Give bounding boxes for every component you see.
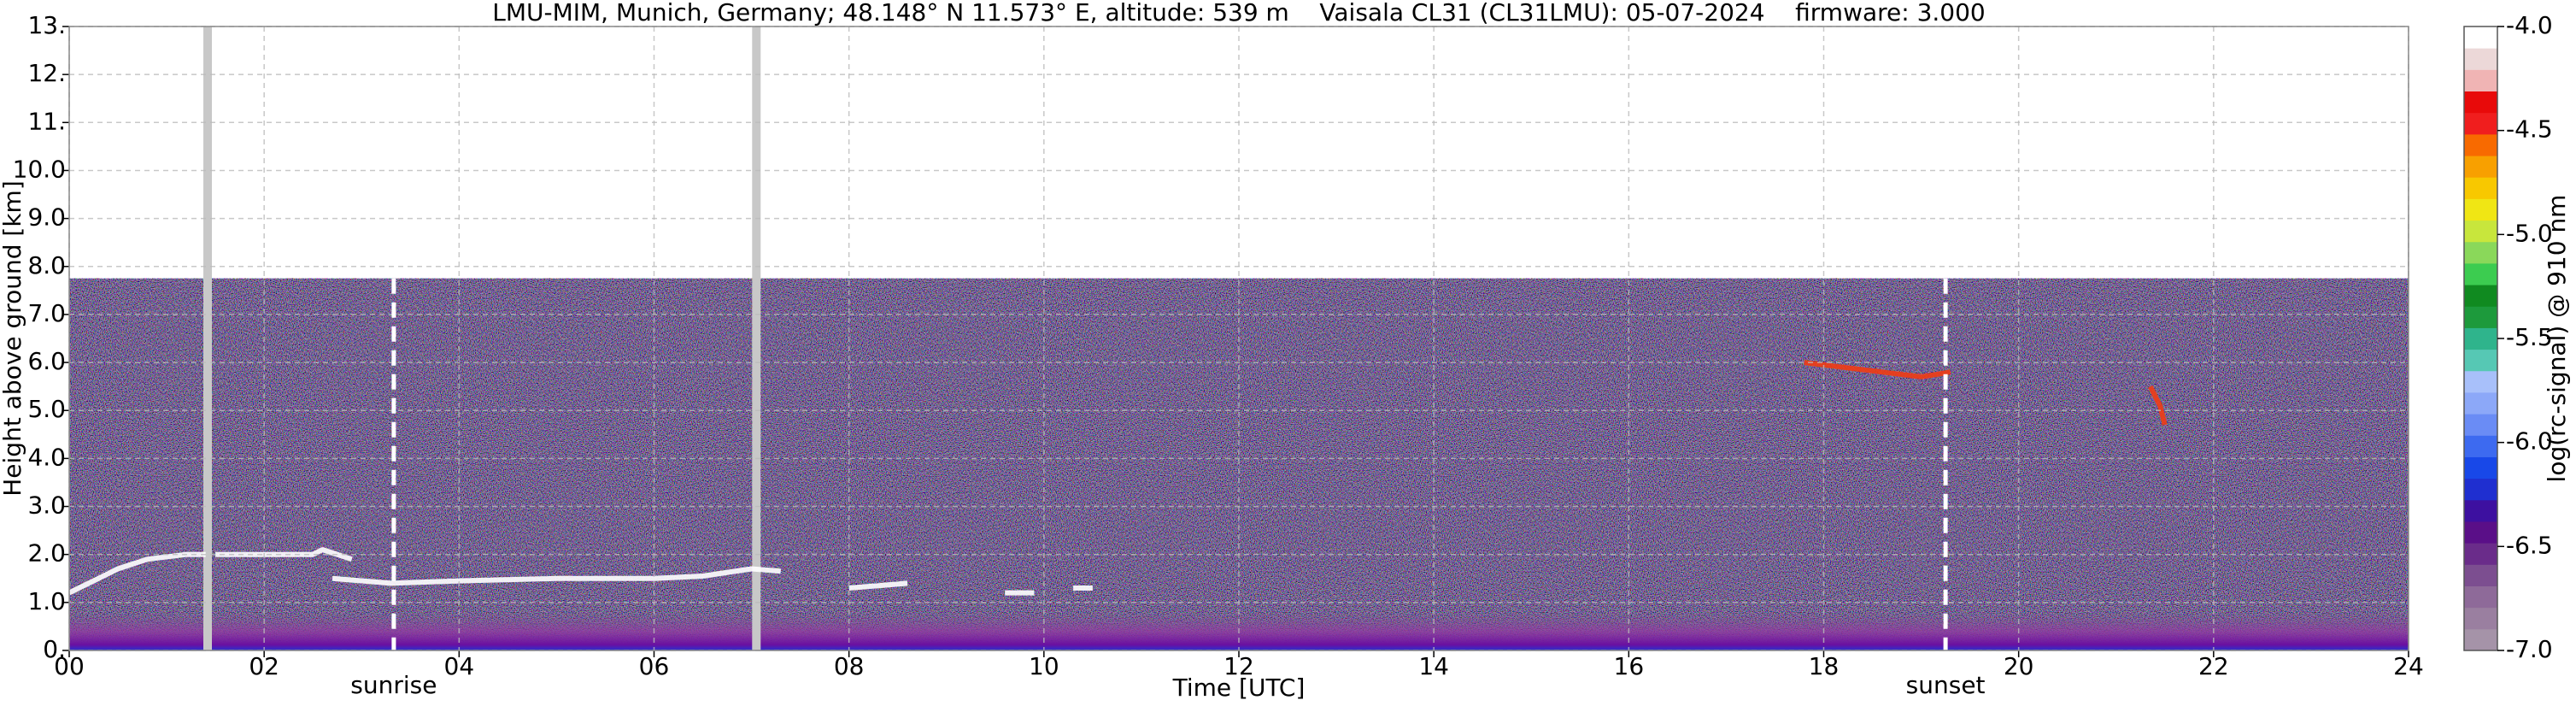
y-tick-label: 2.0 — [27, 539, 66, 568]
annotation-label: sunset — [1906, 671, 1986, 699]
colorbar-cell — [2464, 241, 2497, 264]
colorbar-tick-label: -5.5 — [2506, 323, 2553, 351]
colorbar-tick-label: -4.0 — [2506, 11, 2553, 39]
y-tick-label: 10.0 — [13, 155, 66, 183]
colorbar-cell — [2464, 391, 2497, 415]
y-tick-label: 7.0 — [27, 299, 66, 327]
x-tick-label: 00 — [54, 652, 85, 680]
colorbar-label: log(rc-signal) @ 910 nm — [2543, 195, 2571, 483]
colorbar-cell — [2464, 521, 2497, 544]
colorbar-cell — [2464, 327, 2497, 350]
colorbar-cell — [2464, 370, 2497, 393]
y-tick-label: 11. — [27, 107, 66, 135]
colorbar-cell — [2464, 133, 2497, 156]
y-tick-label: 0. — [43, 635, 66, 663]
x-tick-label: 08 — [834, 652, 865, 680]
colorbar-cell — [2464, 220, 2497, 243]
colorbar-tick-label: -4.5 — [2506, 115, 2553, 144]
colorbar-tick-label: -5.0 — [2506, 219, 2553, 247]
y-tick-label: 12. — [27, 59, 66, 87]
colorbar-cell — [2464, 435, 2497, 457]
colorbar-cell — [2464, 91, 2497, 114]
colorbar-cell — [2464, 499, 2497, 522]
colorbar-cell — [2464, 456, 2497, 479]
colorbar-cell — [2464, 478, 2497, 501]
x-tick-label: 04 — [444, 652, 475, 680]
aerosol-layer — [67, 547, 1093, 596]
y-tick-label: 6.0 — [27, 347, 66, 375]
chart-title: LMU-MIM, Munich, Germany; 48.148° N 11.5… — [492, 0, 1986, 26]
colorbar-cell — [2464, 112, 2497, 135]
colorbar-cell — [2464, 198, 2497, 221]
y-tick-label: 13. — [27, 11, 66, 39]
colorbar-cell — [2464, 543, 2497, 565]
colorbar-cell — [2464, 306, 2497, 328]
x-tick-label: 22 — [2198, 652, 2229, 680]
colorbar-cell — [2464, 69, 2497, 92]
x-tick-label: 10 — [1029, 652, 1059, 680]
x-axis-label: Time [UTC] — [1172, 674, 1306, 702]
colorbar-cell — [2464, 48, 2497, 70]
data-gap — [752, 26, 761, 650]
annotation-label: sunrise — [350, 671, 437, 699]
x-tick-label: 24 — [2393, 652, 2424, 680]
plot-frame — [68, 26, 2409, 651]
colorbar-cell — [2464, 285, 2497, 307]
colorbar-cell — [2464, 26, 2497, 49]
colorbar-cell — [2464, 564, 2497, 586]
x-tick-label: 18 — [1809, 652, 1840, 680]
y-tick-label: 4.0 — [27, 443, 66, 471]
aerosol-layer — [1804, 360, 2168, 426]
colorbar-cell — [2464, 585, 2497, 609]
x-tick-label: 20 — [2004, 652, 2034, 680]
colorbar-tick-label: -6.0 — [2506, 427, 2553, 456]
y-tick-label: 1.0 — [27, 587, 66, 615]
data-gap — [202, 26, 212, 650]
colorbar-cell — [2464, 177, 2497, 199]
y-tick-label: 9.0 — [27, 203, 66, 232]
colorbar-cell — [2464, 628, 2497, 651]
colorbar-cell — [2464, 607, 2497, 630]
colorbar-cell — [2464, 349, 2497, 372]
colorbar-tick-label: -6.5 — [2506, 531, 2553, 559]
colorbar-cell — [2464, 414, 2497, 436]
y-tick-label: 8.0 — [27, 251, 66, 279]
y-tick-label: 3.0 — [27, 491, 66, 520]
colorbar-cell — [2464, 156, 2497, 178]
x-tick-label: 14 — [1418, 652, 1449, 680]
y-tick-label: 5.0 — [27, 395, 66, 423]
colorbar-cell — [2464, 262, 2497, 285]
x-tick-label: 12 — [1223, 652, 1254, 680]
x-tick-label: 16 — [1614, 652, 1645, 680]
y-axis-label: Height above ground [km] — [0, 180, 26, 497]
x-tick-label: 02 — [249, 652, 279, 680]
x-tick-label: 06 — [639, 652, 670, 680]
colorbar-tick-label: -7.0 — [2506, 635, 2553, 663]
